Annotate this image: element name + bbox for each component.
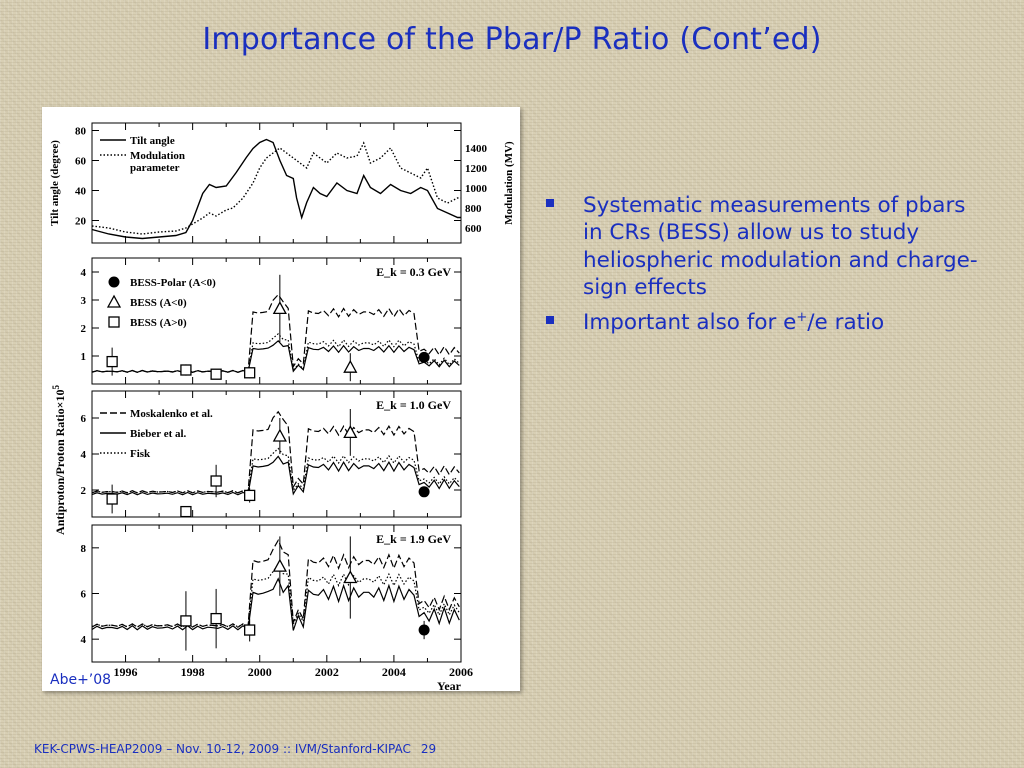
energy-label: E_k = 0.3 GeV [376,265,451,279]
abe-figure: 20 40 60 80 1 2 3 4 2 4 6 4 6 8 600 800 1000 1200 1400 Tilt… [49,122,515,691]
y-tick-label: 3 [81,295,87,307]
legend-marker [106,294,122,308]
model-curve [91,332,460,373]
figure-panel: 20 40 60 80 1 2 3 4 2 4 6 4 6 8 600 800 1000 1200 1400 Tilt… [42,107,520,691]
y2-tick-label: 800 [465,203,482,215]
series-line [91,138,461,240]
data-point [343,425,358,439]
square-bullet-icon [546,316,554,325]
model-curve [91,447,460,494]
y-tick-label: 4 [81,449,87,461]
data-point [343,359,358,373]
data-point [272,301,287,315]
legend-label: BESS (A>0) [130,317,187,329]
data-point [418,351,430,363]
slide-title: Importance of the Pbar/P Ratio (Cont’ed) [202,22,822,57]
y-tick-label: 6 [81,413,87,425]
y-tick-label: 8 [81,543,87,555]
legend-label: Modulation [130,150,185,162]
bullet-text: Important also for e [583,310,797,336]
energy-label: E_k = 1.0 GeV [376,398,451,412]
model-curve [91,562,460,628]
y-tick-label: 2 [81,323,87,335]
y-axis-label: Tilt angle (degree) [49,140,61,226]
legend-label: Bieber et al. [130,428,187,440]
data-point [106,493,118,505]
data-point [106,355,118,368]
x-tick-label: 1998 [181,665,205,679]
model-curve [91,339,460,373]
slide-footer: KEK-CPWS-HEAP2009 – Nov. 10-12, 2009 :: … [34,742,436,756]
y-tick-label: 40 [75,186,87,198]
energy-label: E_k = 1.9 GeV [376,532,451,546]
data-point [244,624,256,636]
x-tick-label: 2004 [382,665,406,679]
data-point [244,367,256,379]
y2-axis-label: Modulation (MV) [503,141,515,225]
plot-frame [91,257,462,385]
page-number: 29 [420,742,437,756]
data-point [180,364,192,376]
x-axis-label: Year [437,679,462,691]
data-point [210,475,222,487]
bullet-item: Systematic measurements of pbars in CRs … [546,192,986,301]
data-point [180,505,192,518]
y2-tick-label: 600 [465,223,482,235]
model-curve [91,577,460,631]
x-tick-label: 2006 [449,665,473,679]
data-point [210,612,222,625]
y-tick-label: 80 [75,126,87,138]
bullet-text-tail: /e ratio [807,310,885,336]
figure-credit: Abe+’08 [50,672,112,688]
shared-y-axis-label-sup: 5 [51,385,61,390]
legend-marker [108,316,120,328]
y-tick-label: 20 [75,216,87,228]
y2-tick-label: 1000 [465,183,488,195]
data-point [210,368,222,380]
data-point [272,428,287,442]
square-bullet-icon [546,199,554,207]
x-tick-label: 2002 [315,665,339,679]
y-tick-label: 60 [75,156,87,168]
data-point [180,615,192,627]
plot-frame [91,122,462,244]
y-tick-label: 2 [81,485,87,497]
model-curve [91,538,460,628]
legend-label: Moskalenko et al. [130,408,213,420]
bullet-superscript: + [796,310,808,326]
y-tick-label: 6 [81,589,87,601]
legend-label: Tilt angle [130,135,175,147]
x-tick-label: 2000 [248,665,272,679]
y-tick-label: 4 [81,267,87,279]
legend-label: BESS-Polar (A<0) [130,277,216,289]
y2-tick-label: 1400 [465,143,488,155]
model-curve [91,455,460,496]
y2-tick-label: 1200 [465,163,488,175]
legend-label: Fisk [130,448,151,460]
legend-marker [108,276,120,288]
bullet-item: Important also for e+/e ratio [546,309,986,336]
data-point [418,624,430,636]
shared-y-axis-label: Antiproton/Proton Ratio×105 [51,385,67,535]
data-point [244,489,256,502]
bullet-list: Systematic measurements of pbars in CRs … [546,192,986,344]
legend-label-line2: parameter [130,162,180,174]
y-tick-label: 4 [81,634,87,646]
x-tick-label: 1996 [114,665,138,679]
data-point [418,486,430,498]
footer-text: KEK-CPWS-HEAP2009 – Nov. 10-12, 2009 :: … [34,742,411,756]
data-point [343,570,358,584]
legend-label: BESS (A<0) [130,297,187,309]
y-tick-label: 1 [81,351,87,363]
data-point [272,558,287,572]
bullet-text: Systematic measurements of pbars in CRs … [583,193,978,300]
